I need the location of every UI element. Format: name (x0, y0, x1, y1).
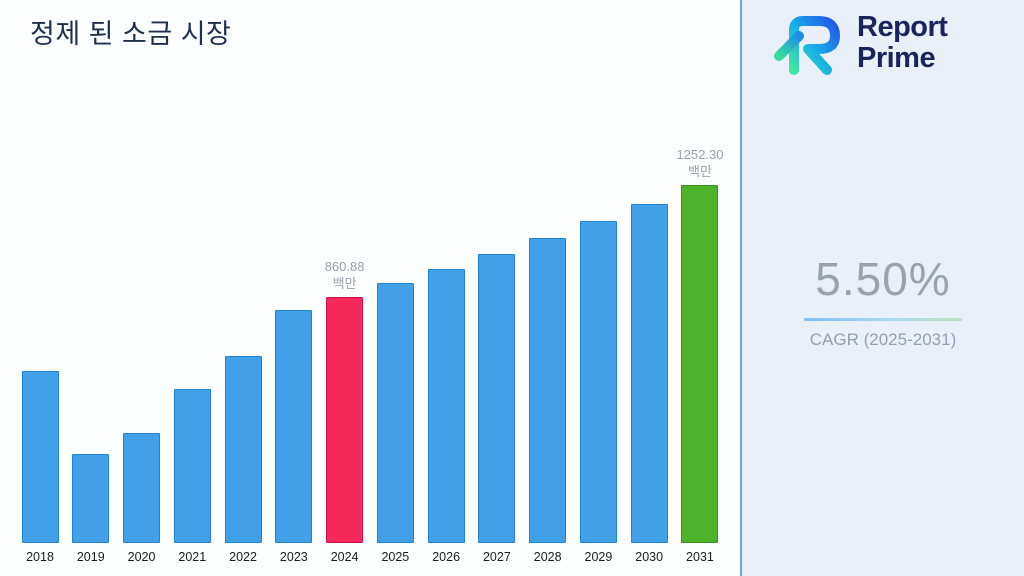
bar-2027 (478, 254, 516, 543)
bar-2026 (427, 269, 465, 543)
bar-group-2031: 1252.30 백만 2031 (676, 147, 724, 564)
x-axis-label-2025: 2025 (381, 550, 410, 564)
cagr-value: 5.50% (815, 253, 951, 305)
report-prime-logo-icon (774, 16, 840, 75)
x-axis-label-2028: 2028 (533, 550, 562, 564)
brand-name: Report Prime (857, 10, 948, 75)
bar-group-2026: 2026 (422, 269, 470, 564)
bar-2028 (529, 238, 567, 543)
bar-group-2025: 2025 (371, 283, 419, 564)
cagr-label: CAGR (2025-2031) (809, 330, 957, 349)
bar-2022 (224, 356, 262, 543)
bar-group-2022: 2022 (219, 356, 267, 564)
bar-group-2023: 2023 (270, 310, 318, 564)
vertical-divider (740, 0, 742, 576)
page-title: 정제 된 소금 시장 (30, 19, 232, 49)
bar-group-2019: 2019 (67, 454, 115, 564)
bar-2031 (681, 185, 719, 543)
x-axis-label-2031: 2031 (686, 550, 714, 564)
x-axis-label-2020: 2020 (127, 550, 156, 564)
chart-panel: 정제 된 소금 시장 2018 2019 2020 2021 2022 2023 860.8… (0, 0, 740, 576)
x-axis-label-2024: 2024 (330, 550, 359, 564)
x-axis-label-2023: 2023 (279, 550, 308, 564)
x-axis-label-2027: 2027 (482, 550, 511, 564)
x-axis-label-2018: 2018 (26, 550, 54, 564)
bar-2019 (72, 454, 110, 543)
x-axis-label-2030: 2030 (635, 550, 664, 564)
bar-2023 (275, 310, 313, 543)
bar-group-2021: 2021 (168, 389, 216, 564)
bar-group-2020: 2020 (118, 433, 166, 564)
x-axis-label-2026: 2026 (432, 550, 461, 564)
bar-2024 (326, 297, 364, 543)
brand-block: Report Prime (772, 8, 948, 78)
brand-name-line1: Report (857, 10, 948, 43)
x-axis-label-2019: 2019 (76, 550, 105, 564)
brand-name-line2: Prime (857, 42, 936, 74)
cagr-underline (804, 318, 962, 321)
bar-group-2024: 860.88 백만 2024 (321, 259, 369, 564)
bar-2021 (173, 389, 211, 543)
bar-2029 (579, 221, 617, 543)
bar-2025 (376, 283, 414, 543)
bar-value-label-2031: 1252.30 백만 (676, 147, 724, 180)
bar-group-2030: 2030 (625, 204, 673, 564)
x-axis-label-2029: 2029 (584, 550, 613, 564)
bar-group-2018: 2018 (16, 371, 64, 564)
x-axis-label-2022: 2022 (229, 550, 257, 564)
bar-group-2028: 2028 (524, 238, 572, 564)
x-axis-label-2021: 2021 (178, 550, 207, 564)
bar-2018 (21, 371, 59, 543)
bar-2030 (630, 204, 668, 543)
bars-row: 2018 2019 2020 2021 2022 2023 860.88 백만 2024 2025… (16, 147, 724, 564)
bar-group-2029: 2029 (574, 221, 622, 564)
right-panel: Report Prime 5.50% CAGR (2025-2031) (742, 0, 1024, 576)
bar-group-2027: 2027 (473, 254, 521, 564)
bar-value-label-2024: 860.88 백만 (324, 259, 365, 292)
bar-2020 (123, 433, 161, 543)
cagr-block: 5.50% CAGR (2025-2031) (742, 252, 1024, 350)
